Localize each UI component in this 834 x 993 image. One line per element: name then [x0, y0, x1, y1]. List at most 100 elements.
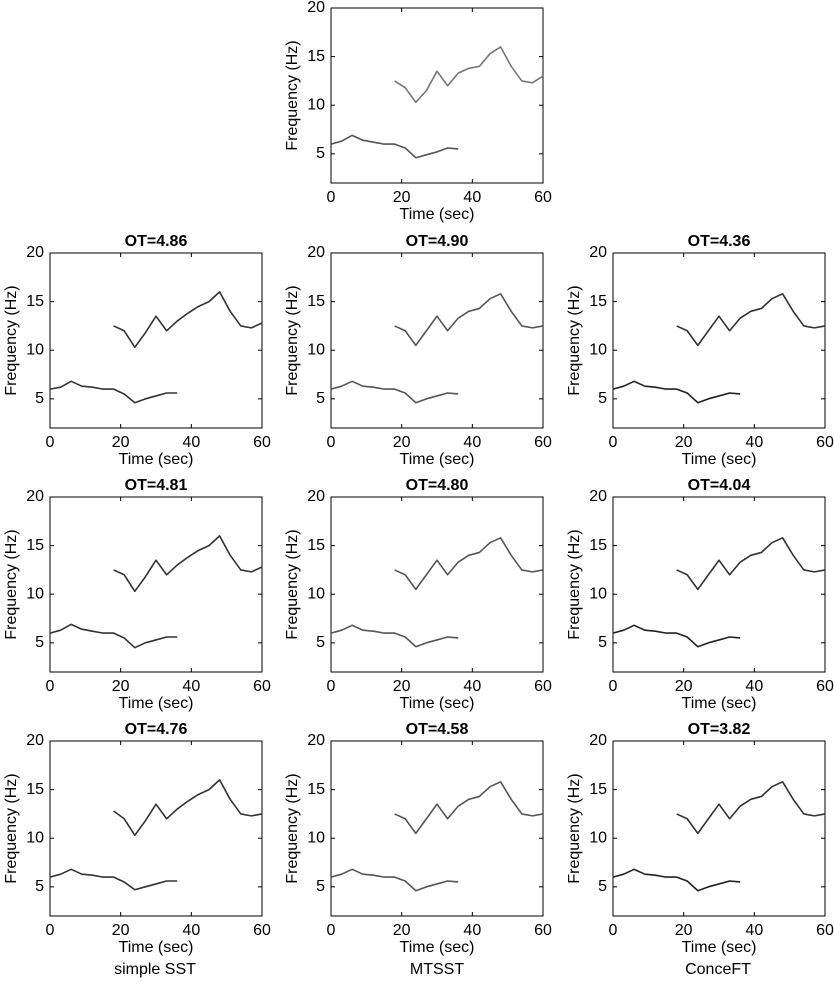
series-line [676, 537, 826, 591]
y-tick-label: 15 [307, 293, 325, 310]
x-tick-label: 40 [745, 434, 763, 451]
series-line [330, 624, 459, 648]
x-axis-label: Time (sec) [682, 939, 757, 956]
y-tick-label: 10 [26, 341, 44, 358]
y-tick-label: 5 [35, 878, 44, 895]
plot-area [49, 740, 263, 917]
series-line [113, 779, 263, 837]
column-label: MTSST [410, 961, 464, 978]
y-tick-label: 10 [307, 341, 325, 358]
y-tick-label: 5 [598, 878, 607, 895]
y-tick-label: 5 [598, 634, 607, 651]
x-tick-label: 40 [745, 922, 763, 939]
y-tick-label: 20 [307, 0, 325, 16]
column-label: simple SST [114, 961, 196, 978]
series-line [394, 46, 544, 104]
y-tick-label: 20 [307, 488, 325, 505]
y-tick-label: 15 [26, 293, 44, 310]
series-line [113, 291, 263, 349]
x-tick-label: 0 [327, 922, 336, 939]
chart-title: OT=4.04 [688, 477, 751, 494]
x-tick-label: 20 [675, 678, 693, 695]
x-tick-label: 20 [112, 434, 130, 451]
chart-title: OT=4.86 [125, 233, 188, 250]
y-tick-label: 10 [26, 585, 44, 602]
y-tick-label: 20 [26, 488, 44, 505]
x-tick-label: 0 [327, 678, 336, 695]
series-line [612, 624, 741, 648]
x-axis-label: Time (sec) [400, 451, 475, 468]
x-tick-label: 40 [463, 434, 481, 451]
series-line [330, 868, 459, 892]
y-axis-label: Frequency (Hz) [566, 285, 583, 395]
y-tick-label: 10 [307, 829, 325, 846]
column-label: ConceFT [685, 961, 751, 978]
series-line [49, 623, 178, 649]
y-tick-label: 20 [589, 732, 607, 749]
y-tick-label: 5 [598, 390, 607, 407]
x-tick-label: 60 [816, 434, 834, 451]
x-tick-label: 20 [675, 434, 693, 451]
y-tick-label: 15 [589, 781, 607, 798]
y-axis-label: Frequency (Hz) [566, 529, 583, 639]
y-tick-label: 5 [316, 145, 325, 162]
chart-title: OT=4.90 [406, 233, 469, 250]
y-tick-label: 20 [26, 244, 44, 261]
x-tick-label: 60 [253, 434, 271, 451]
series-line [612, 380, 741, 404]
y-tick-label: 20 [26, 732, 44, 749]
plot-area [330, 496, 544, 673]
x-tick-label: 60 [253, 922, 271, 939]
x-tick-label: 60 [816, 922, 834, 939]
x-tick-label: 0 [46, 678, 55, 695]
x-tick-label: 0 [609, 922, 618, 939]
plot-area [49, 496, 263, 673]
series-line [612, 868, 741, 892]
y-tick-label: 20 [589, 244, 607, 261]
y-axis-label: Frequency (Hz) [566, 773, 583, 883]
x-axis-label: Time (sec) [400, 206, 475, 223]
x-tick-label: 60 [816, 678, 834, 695]
x-tick-label: 40 [182, 678, 200, 695]
chart-title: OT=4.81 [125, 477, 188, 494]
y-tick-label: 15 [307, 48, 325, 65]
x-tick-label: 40 [463, 922, 481, 939]
x-tick-label: 20 [393, 678, 411, 695]
x-tick-label: 60 [534, 434, 552, 451]
x-tick-label: 40 [463, 189, 481, 206]
plot-area [330, 740, 544, 917]
y-axis-label: Frequency (Hz) [284, 40, 301, 150]
x-axis-label: Time (sec) [400, 695, 475, 712]
y-tick-label: 10 [307, 585, 325, 602]
series-line [676, 293, 826, 347]
x-axis-label: Time (sec) [682, 695, 757, 712]
series-line [394, 781, 544, 835]
y-axis-label: Frequency (Hz) [284, 285, 301, 395]
y-tick-label: 10 [589, 585, 607, 602]
series-line [113, 535, 263, 593]
chart-title: OT=4.80 [406, 477, 469, 494]
y-tick-label: 10 [589, 829, 607, 846]
plot-area [330, 7, 544, 184]
x-tick-label: 0 [609, 434, 618, 451]
series-line [49, 380, 178, 404]
x-tick-label: 20 [112, 678, 130, 695]
x-tick-label: 40 [463, 678, 481, 695]
y-axis-label: Frequency (Hz) [3, 529, 20, 639]
x-axis-label: Time (sec) [682, 451, 757, 468]
x-tick-label: 0 [46, 922, 55, 939]
series-line [676, 781, 826, 835]
x-tick-label: 0 [609, 678, 618, 695]
plot-area [49, 252, 263, 429]
chart-title: OT=4.76 [125, 721, 188, 738]
series-line [394, 537, 544, 591]
x-tick-label: 20 [112, 922, 130, 939]
y-tick-label: 5 [35, 390, 44, 407]
x-tick-label: 20 [393, 922, 411, 939]
chart-title: OT=4.36 [688, 233, 751, 250]
series-line [49, 868, 178, 891]
y-axis-label: Frequency (Hz) [284, 773, 301, 883]
plot-area [330, 252, 544, 429]
plot-area [612, 496, 826, 673]
x-tick-label: 40 [745, 678, 763, 695]
